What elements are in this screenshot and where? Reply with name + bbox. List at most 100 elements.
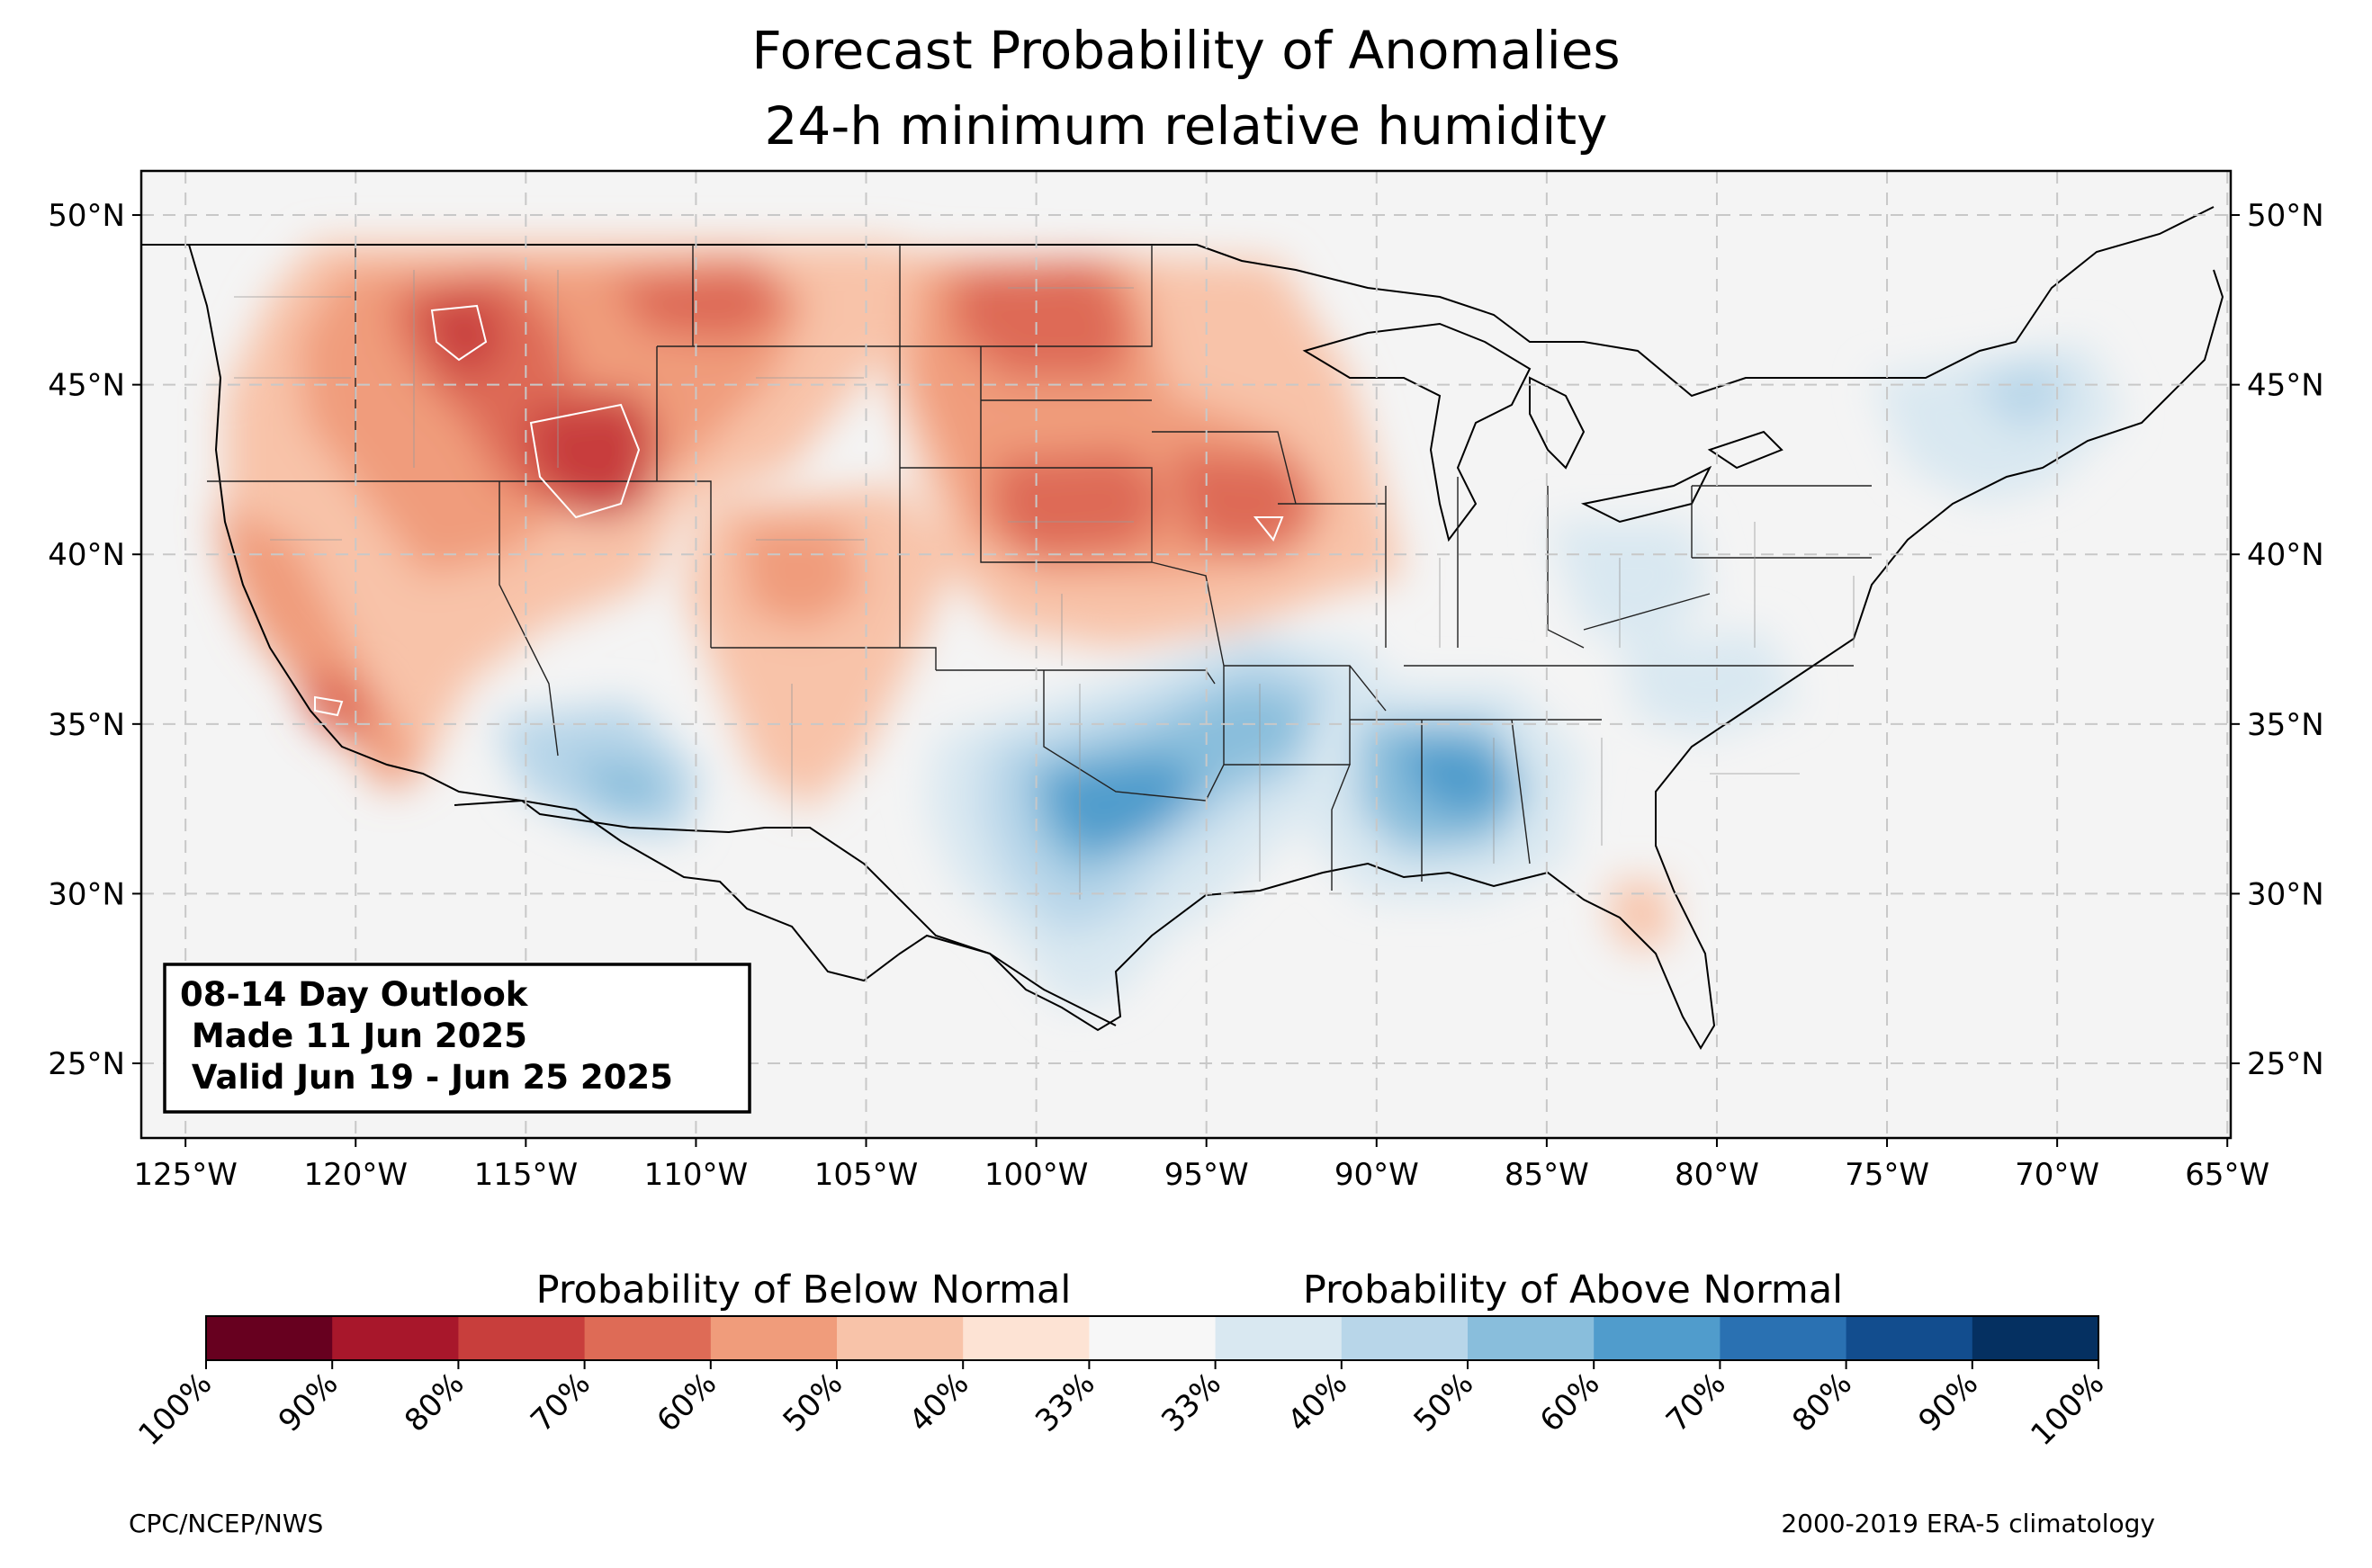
colorbar-bin [1594, 1316, 1721, 1360]
below-normal-region-utah-core [522, 396, 657, 522]
footer-climatology: 2000-2019 ERA-5 climatology [1781, 1509, 2155, 1538]
lat-tick-label-left: 30°N [48, 876, 125, 912]
colorbar-bin [1089, 1316, 1217, 1360]
lon-tick-label: 115°W [474, 1157, 579, 1193]
contour-line [314, 695, 344, 717]
lat-tick-label-right: 25°N [2247, 1046, 2324, 1082]
canada-border [141, 206, 2215, 398]
colorbar-bin [584, 1316, 712, 1360]
great-lakes-outline [1302, 322, 1783, 542]
colorbar-tick-label: 70% [524, 1366, 597, 1439]
colorbar-bin [710, 1316, 838, 1360]
outlook-valid-range: Valid Jun 19 - Jun 25 2025 [180, 1058, 673, 1097]
above-normal-region-new-england-core [1971, 360, 2070, 432]
mexico-border [454, 799, 1117, 1026]
contour-highlights [314, 304, 1284, 717]
outlook-period: 08-14 Day Outlook [180, 975, 529, 1014]
colorbar-tick-label: 60% [1533, 1366, 1607, 1439]
contour-line [1253, 516, 1284, 542]
colorbar-bin [332, 1316, 459, 1360]
contour-line [430, 304, 488, 362]
map-frame [139, 169, 2233, 1140]
outlook-made-date: Made 11 Jun 2025 [180, 1017, 527, 1055]
below-normal-region-dakotas-core [954, 261, 1134, 378]
colorbar-bin [1720, 1316, 1847, 1360]
coastline-outline [141, 206, 2224, 1050]
below-normal-region-colorado-core [738, 522, 864, 630]
above-normal-region-ohio-valley [1548, 522, 1710, 648]
lon-tick-label: 110°W [644, 1157, 749, 1193]
colorbar-bin [1972, 1316, 2099, 1360]
lon-tick-label: 90°W [1334, 1157, 1419, 1193]
lat-tick-label-right: 35°N [2247, 707, 2324, 743]
lat-tick-label-left: 50°N [48, 198, 125, 234]
lat-tick-label-left: 35°N [48, 707, 125, 743]
colorbar-bins [206, 1316, 2099, 1360]
lon-tick-label: 120°W [303, 1157, 408, 1193]
lat-tick-label-right: 30°N [2247, 876, 2324, 912]
lon-tick-label: 95°W [1164, 1157, 1249, 1193]
colorbar-tick-label: 90% [272, 1366, 346, 1439]
colorbar-tick-label: 70% [1659, 1366, 1733, 1439]
lat-tick-label-left: 25°N [48, 1046, 125, 1082]
below-normal-region-idaho-core [423, 297, 504, 378]
above-normal-region-arizona-core [567, 756, 666, 810]
lon-tick-label: 75°W [1845, 1157, 1929, 1193]
chart-title-line2: 24-h minimum relative humidity [765, 95, 1608, 157]
colorbar-below-label: Probability of Below Normal [536, 1268, 1072, 1313]
colorbar-tick-label: 40% [1280, 1366, 1354, 1439]
colorbar-bin [837, 1316, 964, 1360]
lon-tick-label: 85°W [1505, 1157, 1589, 1193]
colorbar-tick-label: 40% [903, 1366, 976, 1439]
outlook-box: 08-14 Day Outlook Made 11 Jun 2025 Valid… [163, 963, 751, 1114]
above-normal-region-mid-atlantic [1620, 630, 1800, 738]
colorbar-tick-label: 33% [1029, 1366, 1102, 1439]
colorbar-tick-label: 50% [777, 1366, 850, 1439]
colorbar-bin [206, 1316, 333, 1360]
colorbar-tick-label: 100% [2024, 1366, 2111, 1453]
above-normal-region-alabama-core [1404, 738, 1512, 819]
colorbar-bin [1215, 1316, 1343, 1360]
below-normal-region-florida [1611, 882, 1674, 954]
lat-tick-label-right: 45°N [2247, 368, 2324, 404]
below-normal-region-montana [612, 261, 792, 342]
colorbar-ticks: 100% 90% 80% 70% 60% 50% 40% 33% 33% 40% 50% 60% 70%… [131, 1360, 2111, 1453]
lat-tick-label-left: 40°N [48, 537, 125, 573]
colorbar-tick-label: 33% [1155, 1366, 1228, 1439]
outlook-box-frame [163, 963, 751, 1114]
colorbar-tick-label: 60% [650, 1366, 723, 1439]
lat-tick-label-right: 50°N [2247, 198, 2324, 234]
colorbar-tick-label: 80% [398, 1366, 472, 1439]
colorbar-bin [1846, 1316, 1973, 1360]
colorbar-bin [963, 1316, 1090, 1360]
lon-tick-label: 80°W [1675, 1157, 1759, 1193]
colorbar-tick-label: 50% [1407, 1366, 1481, 1439]
lon-tick-label: 125°W [133, 1157, 238, 1193]
colorbar-tick-label: 80% [1785, 1366, 1859, 1439]
colorbar-tick-label: 90% [1911, 1366, 1985, 1439]
colorbar-tick-label: 100% [131, 1366, 219, 1453]
colorbar-bin [458, 1316, 586, 1360]
us-coastline [188, 244, 2224, 1050]
colorbar-frame [205, 1315, 2099, 1361]
chart-title-line1: Forecast Probability of Anomalies [751, 20, 1620, 81]
below-normal-region-nebraska-core [990, 450, 1170, 558]
longitude-axis: 125°W 120°W 115°W 110°W 105°W 100°W 95°W 90°W 85… [133, 1138, 2269, 1193]
contour-line [529, 403, 641, 519]
colorbar-bin [1468, 1316, 1595, 1360]
lon-tick-label: 105°W [814, 1157, 919, 1193]
latitude-axis: 50°N 50°N 45°N 45°N 40°N 40°N 35°N 35°N 30°N 30°N… [48, 198, 2323, 1082]
colorbar-bin [1341, 1316, 1469, 1360]
county-borders [234, 270, 1855, 900]
lon-tick-label: 70°W [2015, 1157, 2099, 1193]
lon-tick-label: 65°W [2185, 1157, 2269, 1193]
county-line [234, 270, 1855, 900]
colorbar: Probability of Below Normal Probability … [131, 1268, 2111, 1453]
lon-tick-label: 100°W [984, 1157, 1089, 1193]
lat-tick-label-left: 45°N [48, 368, 125, 404]
lat-tick-label-right: 40°N [2247, 537, 2324, 573]
colorbar-above-label: Probability of Above Normal [1303, 1268, 1843, 1313]
footer-source: CPC/NCEP/NWS [129, 1509, 323, 1538]
above-normal-region-texas-core [1044, 756, 1206, 855]
